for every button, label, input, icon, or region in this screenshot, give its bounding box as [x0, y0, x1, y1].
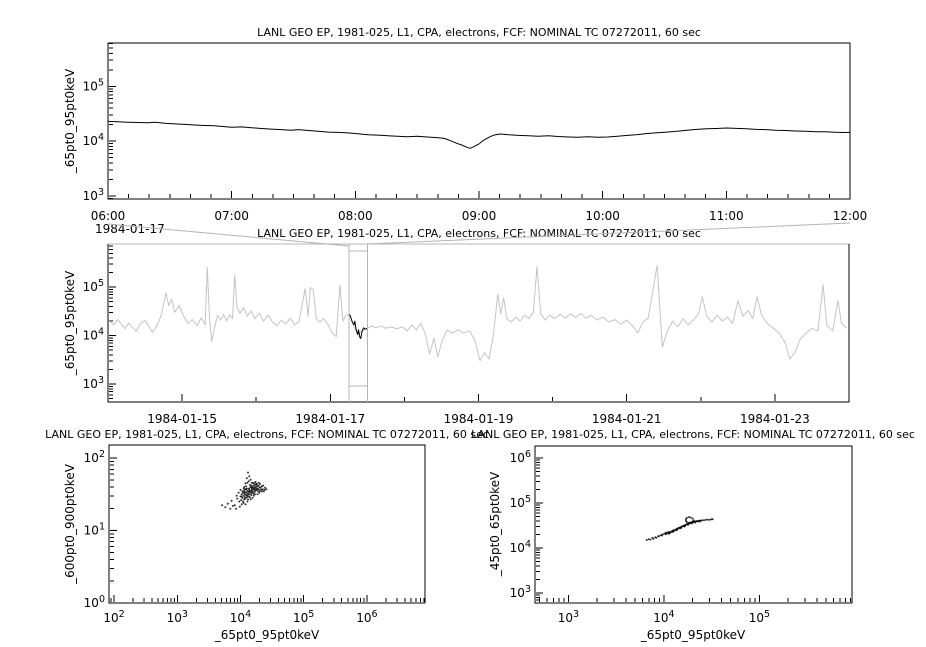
- plot4-y-axis-label: _45pt0_65pt0keV: [488, 471, 502, 577]
- y-tick-label: 100: [84, 594, 105, 610]
- plot3-title: LANL GEO EP, 1981-025, L1, CPA, electron…: [45, 428, 489, 441]
- x-tick-label: 07:00: [214, 209, 249, 223]
- y-tick-label: 105: [83, 77, 104, 93]
- panel-scatter-45-65: 103 104 105 103 104 105 106: [510, 445, 853, 625]
- plot3-y-axis-label: _600pt0_900pt0keV: [63, 463, 77, 585]
- scatter-points-scatter-45-65: [645, 516, 714, 541]
- x-tick-label: 12:00: [833, 209, 868, 223]
- x-tick-label: 104: [230, 609, 251, 625]
- tick-labels: 06:00 07:00 08:00 09:00 10:00 11:00 12:00 103 10…: [83, 77, 868, 223]
- x-tick-label: 1984-01-17: [295, 412, 365, 426]
- x-tick-label: 1984-01-23: [740, 412, 810, 426]
- series-_65pt0_95pt0keV: [107, 120, 851, 149]
- plot2-title: LANL GEO EP, 1981-025, L1, CPA, electron…: [257, 227, 701, 240]
- plot-area-timeseries-detail[interactable]: [108, 43, 850, 199]
- x-tick-label: 105: [293, 609, 314, 625]
- axis-ticks: [107, 43, 851, 199]
- x-tick-label: 06:00: [91, 209, 126, 223]
- plot1-title: LANL GEO EP, 1981-025, L1, CPA, electron…: [257, 26, 701, 39]
- plot4-title: LANL GEO EP, 1981-025, L1, CPA, electron…: [471, 428, 915, 441]
- plot-frame: [107, 42, 851, 200]
- y-tick-label: 106: [510, 449, 531, 465]
- panel-scatter-600-900: 102 103 104 105 106 100 101 102: [84, 444, 426, 625]
- x-tick-label: 105: [749, 609, 770, 625]
- series-_65pt0_95pt0keV (context): [109, 264, 848, 362]
- y-tick-label: 105: [510, 494, 531, 510]
- x-tick-label: 103: [558, 609, 579, 625]
- x-tick-label: 102: [103, 609, 124, 625]
- tick-labels: 102 103 104 105 106 100 101 102: [84, 449, 378, 625]
- y-tick-label: 105: [83, 278, 104, 294]
- context-selection-box[interactable]: [348, 244, 368, 402]
- x-tick-label: 104: [653, 609, 674, 625]
- plot3-x-axis-label: _65pt0_95pt0keV: [214, 628, 320, 642]
- axis-ticks: [109, 245, 776, 401]
- y-tick-label: 101: [84, 522, 105, 538]
- y-tick-label: 103: [510, 584, 531, 600]
- plot-area-scatter-600-900[interactable]: [109, 445, 425, 603]
- plot-frame: [534, 445, 853, 604]
- plot-frame: [107, 243, 850, 403]
- plot1-context-date-label: 1984-01-17: [95, 222, 165, 236]
- x-tick-label: 10:00: [585, 209, 620, 223]
- x-tick-label: 09:00: [462, 209, 497, 223]
- plot4-x-axis-label: _65pt0_95pt0keV: [640, 628, 746, 642]
- series-selected interval 1984-01-17 06:00-12:00: [349, 314, 368, 339]
- y-tick-label: 103: [83, 375, 104, 391]
- plot-area-timeseries-context[interactable]: [108, 244, 849, 402]
- tick-labels: 1984-01-15 1984-01-17 1984-01-19 1984-01-21…: [83, 278, 810, 426]
- plot2-y-axis-label: _65pt0_95pt0keV: [63, 270, 77, 376]
- plot-area-scatter-45-65[interactable]: [535, 446, 852, 603]
- axis-ticks: [536, 457, 851, 602]
- y-tick-label: 104: [510, 539, 531, 555]
- scatter-points-scatter-600-900: [221, 471, 268, 510]
- overview-connector-lines: [107, 222, 851, 247]
- y-tick-label: 103: [83, 187, 104, 203]
- x-tick-label: 1984-01-15: [147, 412, 217, 426]
- plot-frame: [108, 444, 426, 604]
- x-tick-label: 103: [167, 609, 188, 625]
- x-tick-label: 1984-01-21: [592, 412, 662, 426]
- x-tick-label: 08:00: [338, 209, 373, 223]
- x-tick-label: 106: [356, 609, 377, 625]
- x-tick-label: 1984-01-19: [444, 412, 514, 426]
- y-tick-label: 102: [84, 449, 105, 465]
- axis-ticks: [110, 457, 425, 604]
- panel-timeseries-detail: 06:00 07:00 08:00 09:00 10:00 11:00 12:00 103 10…: [83, 42, 868, 223]
- y-tick-label: 104: [83, 132, 104, 148]
- panel-timeseries-context: 1984-01-15 1984-01-17 1984-01-19 1984-01-21…: [83, 243, 850, 426]
- plot1-y-axis-label: _65pt0_95pt0keV: [63, 68, 77, 174]
- tick-labels: 103 104 105 103 104 105 106: [510, 449, 770, 625]
- y-tick-label: 104: [83, 327, 104, 343]
- x-tick-label: 11:00: [709, 209, 744, 223]
